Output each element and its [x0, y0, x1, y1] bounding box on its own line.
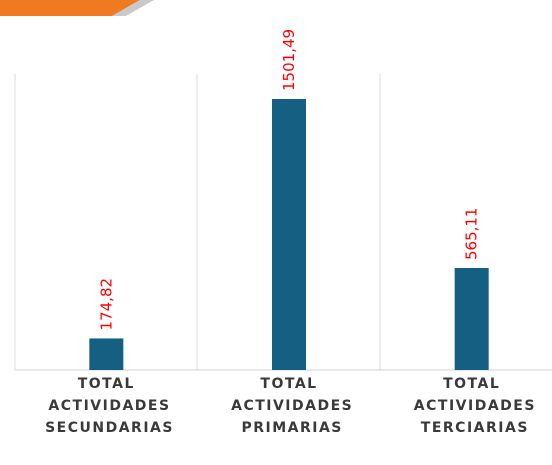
- value-label: 1501,49: [280, 29, 298, 91]
- corner-decoration: [0, 0, 140, 16]
- bar: [89, 338, 124, 370]
- bar: [272, 98, 306, 371]
- corner-decoration-shadow: [112, 0, 154, 16]
- x-tick-label: TOTAL ACTIVIDADES SECUNDARIAS: [39, 376, 174, 436]
- value-label: 174,82: [97, 278, 115, 331]
- x-tick-label: TOTAL ACTIVIDADES PRIMARIAS: [225, 376, 354, 436]
- value-label: 565,11: [463, 207, 481, 259]
- x-tick-label: TOTAL ACTIVIDADES TERCIARIAS: [407, 376, 536, 436]
- bar: [454, 267, 489, 370]
